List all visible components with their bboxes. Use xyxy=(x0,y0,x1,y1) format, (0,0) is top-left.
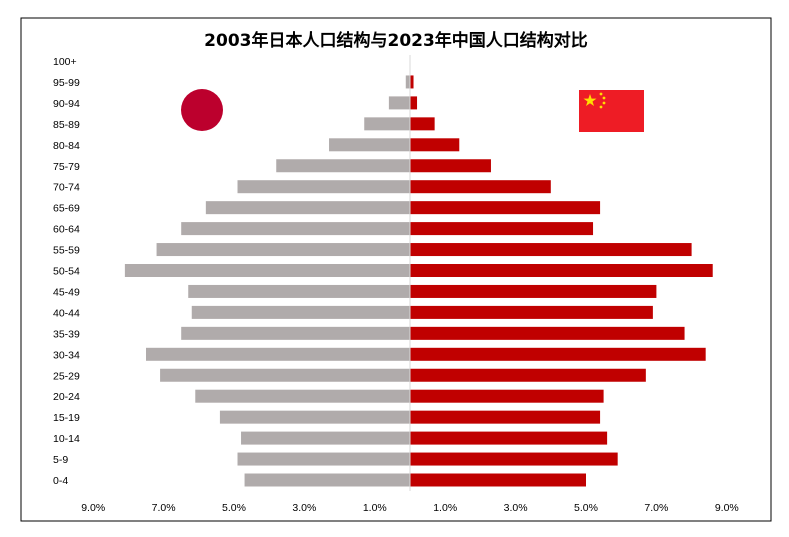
japan-bars xyxy=(124,75,410,487)
china-bar-30-34 xyxy=(410,347,706,361)
china-bars xyxy=(410,75,713,487)
japan-bar-30-34 xyxy=(146,347,410,361)
japan-flag-icon xyxy=(181,89,223,131)
age-group-label: 45-49 xyxy=(53,286,80,298)
china-bar-45-49 xyxy=(410,284,657,298)
china-bar-35-39 xyxy=(410,326,685,340)
japan-bar-75-79 xyxy=(276,159,410,173)
age-group-labels: 0-4 5-9 10-14 15-19 20-24 25-29 30-34 35-39 40-4… xyxy=(53,56,80,487)
china-bar-5-9 xyxy=(410,452,618,466)
japan-bar-20-24 xyxy=(195,389,410,403)
age-group-label: 25-29 xyxy=(53,370,80,382)
age-group-label: 15-19 xyxy=(53,412,80,424)
china-bar-50-54 xyxy=(410,264,713,277)
age-group-label: 40-44 xyxy=(53,307,80,319)
age-group-label: 65-69 xyxy=(53,203,80,215)
japan-bar-10-14 xyxy=(241,431,410,445)
japan-bar-15-19 xyxy=(219,410,410,424)
age-group-label: 85-89 xyxy=(53,119,80,131)
age-group-label: 55-59 xyxy=(53,245,80,257)
japan-bar-80-84 xyxy=(329,138,410,152)
japan-bar-50-54 xyxy=(124,264,410,277)
japan-bar-40-44 xyxy=(191,305,410,319)
age-group-label: 70-74 xyxy=(53,182,80,194)
x-tick-label: 9.0% xyxy=(715,502,739,514)
x-tick-label: 5.0% xyxy=(222,502,246,514)
japan-bar-5-9 xyxy=(237,452,410,466)
china-bar-15-19 xyxy=(410,410,601,424)
chart-title: 2003年日本人口结构与2023年中国人口结构对比 xyxy=(204,30,588,51)
china-flag-icon xyxy=(579,90,644,132)
china-bar-0-4 xyxy=(410,473,586,487)
china-bar-55-59 xyxy=(410,243,692,257)
age-group-label: 5-9 xyxy=(53,454,68,466)
x-tick-label: 5.0% xyxy=(574,502,598,514)
japan-bar-55-59 xyxy=(156,243,410,257)
age-group-label: 60-64 xyxy=(53,224,80,236)
x-tick-label: 1.0% xyxy=(363,502,387,514)
x-axis-tick-labels: 9.0% 7.0% 5.0% 3.0% 1.0% 1.0% 3.0% 5.0% 7.0% 9.0% xyxy=(81,502,739,514)
x-tick-label: 3.0% xyxy=(292,502,316,514)
japan-bar-65-69 xyxy=(205,201,410,215)
age-group-label: 30-34 xyxy=(53,349,80,361)
china-bar-70-74 xyxy=(410,180,551,194)
china-bar-60-64 xyxy=(410,222,594,236)
x-tick-label: 7.0% xyxy=(644,502,668,514)
japan-bar-35-39 xyxy=(181,326,410,340)
japan-bar-45-49 xyxy=(188,284,410,298)
china-bar-65-69 xyxy=(410,201,601,215)
china-bar-90-94 xyxy=(410,96,418,110)
age-group-label: 10-14 xyxy=(53,433,80,445)
japan-bar-70-74 xyxy=(237,180,410,194)
age-group-label: 50-54 xyxy=(53,266,80,278)
x-tick-label: 1.0% xyxy=(433,502,457,514)
china-bar-40-44 xyxy=(410,305,653,319)
china-bar-75-79 xyxy=(410,159,491,173)
age-group-label: 35-39 xyxy=(53,328,80,340)
age-group-label: 95-99 xyxy=(53,77,80,89)
japan-bar-90-94 xyxy=(388,96,410,110)
x-tick-label: 7.0% xyxy=(152,502,176,514)
age-group-label: 20-24 xyxy=(53,391,80,403)
japan-bar-95-99 xyxy=(405,75,410,89)
china-bar-25-29 xyxy=(410,368,646,382)
china-bar-95-99 xyxy=(410,75,414,89)
age-group-label: 75-79 xyxy=(53,161,80,173)
age-group-label: 90-94 xyxy=(53,98,80,110)
china-bar-85-89 xyxy=(410,117,435,131)
china-bar-10-14 xyxy=(410,431,608,445)
china-bar-20-24 xyxy=(410,389,604,403)
japan-bar-60-64 xyxy=(181,222,410,236)
japan-bar-85-89 xyxy=(364,117,410,131)
japan-bar-0-4 xyxy=(244,473,410,487)
x-tick-label: 3.0% xyxy=(504,502,528,514)
china-bar-80-84 xyxy=(410,138,460,152)
age-group-label: 0-4 xyxy=(53,475,68,487)
japan-bar-25-29 xyxy=(160,368,410,382)
age-group-label: 100+ xyxy=(53,56,77,68)
x-tick-label: 9.0% xyxy=(81,502,105,514)
age-group-label: 80-84 xyxy=(53,140,80,152)
